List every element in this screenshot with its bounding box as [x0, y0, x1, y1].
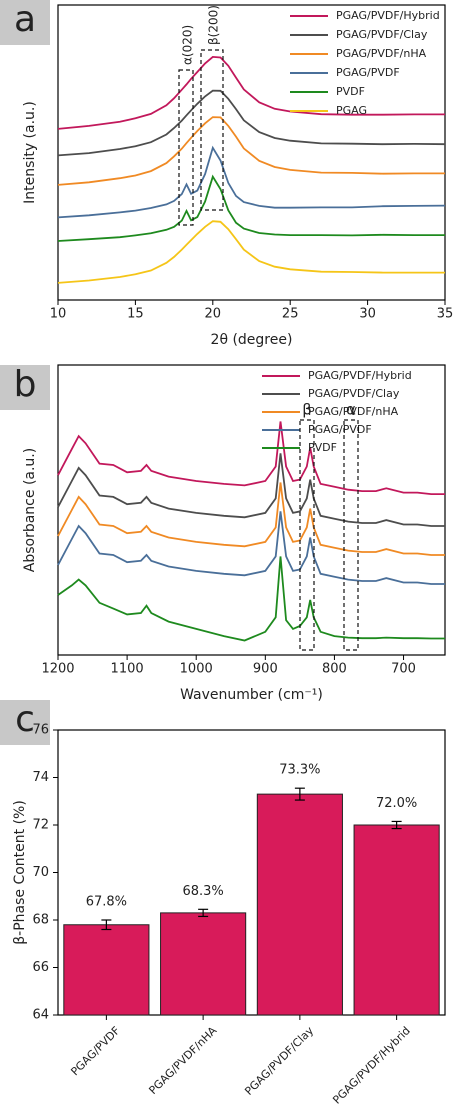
annotation: β — [302, 401, 312, 419]
x-tick-label: PGAG/PVDF/nHA — [146, 1024, 219, 1097]
annotation: β(200) — [207, 5, 221, 45]
x-tick-label: 1200 — [41, 662, 74, 677]
y-tick-label: 72 — [32, 818, 49, 833]
x-tick-label: PGAG/PVDF — [68, 1024, 122, 1078]
x-tick-label: 15 — [127, 307, 144, 322]
panel-label-box — [0, 365, 50, 410]
y-tick-label: 74 — [32, 770, 49, 785]
series-line — [57, 220, 445, 284]
legend-label: PGAG/PVDF/Clay — [308, 387, 400, 400]
panel-label: b — [14, 364, 37, 405]
value-label: 67.8% — [86, 895, 127, 910]
plot-frame — [57, 4, 446, 301]
series-line — [57, 482, 445, 556]
annotation: α — [346, 401, 356, 419]
panel-label: a — [14, 0, 36, 40]
annotation-box — [200, 49, 224, 211]
plot-frame — [57, 364, 446, 656]
annotation-box — [343, 419, 359, 651]
series-line — [57, 174, 445, 242]
x-axis-label: Wavenumber (cm⁻¹) — [180, 687, 323, 703]
legend-label: PGAG/PVDF/Clay — [336, 28, 428, 41]
panel-label-box — [0, 700, 50, 745]
value-label: 72.0% — [376, 796, 417, 811]
x-tick-label: 700 — [391, 662, 416, 677]
x-tick-label: PGAG/PVDF/Clay — [242, 1024, 316, 1098]
y-axis-label: Absorbance (a.u.) — [22, 448, 38, 572]
y-axis-label: β-Phase Content (%) — [12, 800, 28, 945]
legend-label: PVDF — [308, 441, 337, 454]
x-axis-label: 2θ (degree) — [211, 332, 293, 348]
x-tick-label: PGAG/PVDF/Hybrid — [330, 1024, 413, 1107]
series-line — [57, 145, 446, 219]
series-line — [57, 453, 445, 527]
series-line — [57, 511, 445, 585]
annotation-box — [178, 69, 194, 226]
series-line — [57, 116, 445, 186]
y-tick-label: 76 — [32, 723, 49, 738]
panel-label: c — [15, 699, 35, 740]
series-line — [57, 556, 445, 642]
value-label: 68.3% — [182, 884, 223, 899]
x-tick-label: 30 — [359, 307, 376, 322]
bar — [160, 912, 247, 1016]
value-label: 73.3% — [279, 763, 320, 778]
x-tick-label: 10 — [50, 307, 67, 322]
legend-label: PGAG/PVDF — [336, 66, 400, 79]
x-tick-label: 25 — [282, 307, 299, 322]
series-line — [57, 55, 445, 130]
legend-label: PGAG/PVDF/nHA — [336, 47, 427, 60]
x-tick-label: 1000 — [180, 662, 213, 677]
bar — [353, 824, 440, 1016]
series-line — [57, 89, 446, 157]
y-tick-label: 70 — [32, 865, 49, 880]
y-tick-label: 66 — [32, 960, 49, 975]
legend-label: PGAG — [336, 104, 367, 117]
y-axis-label: Intensity (a.u.) — [22, 101, 38, 204]
legend-label: PGAG/PVDF/nHA — [308, 405, 399, 418]
series-line — [57, 421, 445, 495]
panel-label-box — [0, 0, 50, 45]
y-tick-label: 68 — [32, 913, 49, 928]
y-tick-label: 64 — [32, 1008, 49, 1023]
legend-label: PGAG/PVDF/Hybrid — [336, 9, 440, 22]
annotation-box — [299, 419, 315, 651]
legend-label: PGAG/PVDF — [308, 423, 372, 436]
x-tick-label: 800 — [322, 662, 347, 677]
bar — [256, 793, 343, 1016]
bar — [63, 924, 150, 1016]
legend-label: PGAG/PVDF/Hybrid — [308, 369, 412, 382]
x-tick-label: 900 — [253, 662, 278, 677]
x-tick-label: 35 — [437, 307, 454, 322]
annotation: α(020) — [181, 25, 195, 65]
x-tick-label: 20 — [205, 307, 222, 322]
x-tick-label: 1100 — [111, 662, 144, 677]
legend-label: PVDF — [336, 85, 365, 98]
